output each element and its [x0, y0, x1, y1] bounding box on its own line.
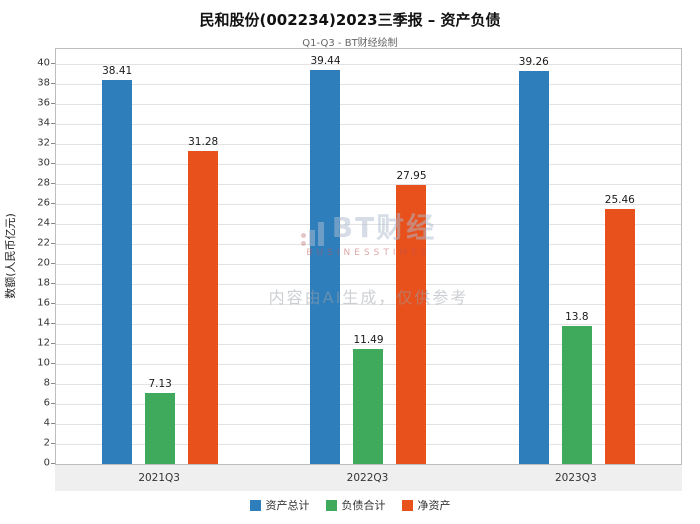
legend: 资产总计 负债合计 净资产: [0, 497, 700, 513]
plot-area: 38.41 7.13 31.28 39.44 11.49 27.95 39.26 13.8 25…: [55, 48, 682, 465]
gridline: [56, 184, 681, 185]
legend-swatch: [249, 499, 261, 511]
bar-value-label: 39.26: [518, 56, 549, 69]
bar-value-label: 27.95: [396, 169, 427, 182]
bar-group: 38.41 7.13 31.28: [56, 49, 264, 464]
bar-value-label: 31.28: [188, 136, 219, 149]
y-tick-label: 32: [37, 137, 50, 149]
y-tick-label: 36: [37, 97, 50, 109]
gridline: [56, 64, 681, 65]
x-tick-label: 2022Q3: [346, 472, 389, 484]
y-tick-mark: [51, 383, 55, 384]
gridline: [56, 204, 681, 205]
legend-label: 负债合计: [341, 499, 386, 512]
bar-value-label: 25.46: [604, 194, 635, 207]
y-tick-mark: [51, 443, 55, 444]
x-tick-label: 2021Q3: [138, 472, 180, 484]
bar-value-label: 11.49: [353, 334, 384, 347]
y-tick-label: 26: [37, 197, 50, 209]
gridline: [56, 264, 681, 265]
gridline: [56, 224, 681, 225]
y-tick-mark: [51, 263, 55, 264]
legend-item: 负债合计: [325, 497, 386, 513]
y-tick-label: 2: [43, 437, 50, 449]
gridline: [56, 124, 681, 125]
legend-label: 资产总计: [265, 499, 310, 512]
gridline: [56, 104, 681, 105]
y-tick-label: 28: [37, 177, 50, 189]
legend-swatch: [401, 499, 413, 511]
y-tick-label: 8: [43, 377, 50, 389]
y-tick-mark: [51, 143, 55, 144]
y-tick-mark: [51, 283, 55, 284]
y-axis-label: 数额(人民币亿元): [4, 213, 17, 299]
y-tick-mark: [51, 363, 55, 364]
y-tick-mark: [51, 243, 55, 244]
y-tick-label: 4: [43, 417, 50, 429]
chart-title: 民和股份(002234)2023三季报 – 资产负债: [199, 11, 501, 29]
bar-资产总计: 39.44: [310, 55, 341, 464]
bar-value-label: 13.8: [565, 311, 589, 323]
chart-area: 数额(人民币亿元) 38.41 7.13 31.28 39.44 11.49 27.95 3…: [0, 46, 700, 492]
gridline: [56, 164, 681, 165]
bar-净资产: 27.95: [396, 170, 427, 464]
gridline: [56, 84, 681, 85]
y-tick-label: 24: [37, 217, 50, 229]
legend-item: 净资产: [401, 497, 451, 513]
y-tick-mark: [51, 223, 55, 224]
y-tick-label: 0: [43, 457, 50, 469]
y-tick-label: 34: [37, 117, 50, 129]
gridline: [56, 324, 681, 325]
y-tick-label: 10: [37, 357, 50, 369]
y-tick-mark: [51, 63, 55, 64]
y-tick-label: 16: [37, 297, 50, 309]
legend-item: 资产总计: [249, 497, 310, 513]
x-axis-band: [55, 465, 682, 491]
bar-负债合计: 7.13: [145, 378, 176, 464]
bar-负债合计: 11.49: [353, 334, 384, 464]
y-tick-mark: [51, 403, 55, 404]
y-tick-mark: [51, 463, 55, 464]
bar-资产总计: 39.26: [519, 56, 549, 464]
gridline: [56, 284, 681, 285]
y-tick-label: 30: [37, 157, 50, 169]
y-tick-mark: [51, 163, 55, 164]
bar-value-label: 7.13: [148, 377, 172, 390]
y-tick-label: 14: [37, 317, 50, 329]
y-tick-mark: [51, 343, 55, 344]
bar-净资产: 25.46: [605, 194, 635, 464]
y-tick-mark: [51, 303, 55, 304]
bar-group: 39.44 11.49 27.95: [264, 49, 472, 464]
y-tick-mark: [51, 203, 55, 204]
gridline: [56, 344, 681, 345]
y-tick-label: 20: [37, 257, 50, 269]
bar-group: 39.26 13.8 25.46: [473, 49, 681, 464]
y-tick-label: 22: [37, 237, 50, 249]
y-tick-label: 38: [37, 77, 50, 89]
gridline: [56, 304, 681, 305]
y-tick-label: 6: [43, 397, 50, 409]
gridline: [56, 244, 681, 245]
y-tick-mark: [51, 103, 55, 104]
y-tick-label: 40: [37, 57, 50, 69]
bar-value-label: 39.44: [310, 54, 341, 67]
y-tick-mark: [51, 323, 55, 324]
bar-value-label: 38.41: [102, 64, 133, 77]
chart-subtitle: Q1-Q3 - BT财经绘制: [302, 38, 398, 49]
gridline: [56, 144, 681, 145]
y-tick-mark: [51, 423, 55, 424]
y-tick-label: 18: [37, 277, 50, 289]
bar-负债合计: 13.8: [561, 311, 592, 464]
legend-swatch: [325, 499, 337, 511]
y-tick-label: 12: [37, 337, 50, 349]
bar-资产总计: 38.41: [102, 65, 132, 464]
y-tick-mark: [51, 123, 55, 124]
bar-净资产: 31.28: [188, 136, 218, 464]
x-tick-label: 2023Q3: [554, 472, 597, 484]
y-tick-mark: [51, 83, 55, 84]
y-tick-mark: [51, 183, 55, 184]
legend-label: 净资产: [417, 499, 451, 512]
